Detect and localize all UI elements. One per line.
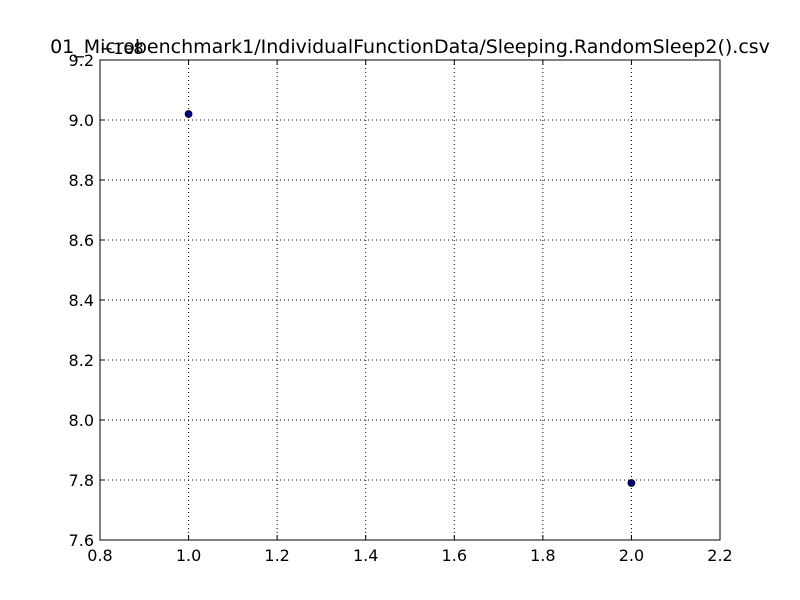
x-tick-label: 1.4 (353, 546, 378, 565)
y-tick-label: 9.2 (69, 51, 94, 70)
grid-lines (99, 59, 721, 541)
x-axis: 0.8 1.0 1.2 1.4 1.6 1.8 2.0 2.2 (87, 60, 733, 565)
x-tick-label: 2.2 (707, 546, 732, 565)
y-tick-label: 8.0 (69, 411, 94, 430)
scatter-point (627, 479, 636, 487)
y-tick-label: 8.4 (69, 291, 94, 310)
x-tick-label: 1.2 (264, 546, 289, 565)
data-points (184, 110, 636, 487)
y-tick-label: 8.8 (69, 171, 94, 190)
x-tick-label: 0.8 (87, 546, 112, 565)
scatter-point (184, 110, 193, 118)
x-tick-label: 1.8 (530, 546, 555, 565)
y-offset-label: −1e8 (100, 39, 144, 58)
y-tick-label: 7.6 (69, 531, 94, 550)
x-tick-label: 1.0 (176, 546, 201, 565)
y-tick-label: 7.8 (69, 471, 94, 490)
x-tick-label: 1.6 (442, 546, 467, 565)
y-axis: 7.6 7.8 8.0 8.2 8.4 8.6 8.8 9.0 9.2 (69, 51, 720, 550)
chart-title: 01_Microbenchmark1/IndividualFunctionDat… (50, 36, 770, 58)
y-tick-label: 9.0 (69, 111, 94, 130)
x-tick-label: 2.0 (619, 546, 644, 565)
y-tick-label: 8.6 (69, 231, 94, 250)
y-tick-label: 8.2 (69, 351, 94, 370)
